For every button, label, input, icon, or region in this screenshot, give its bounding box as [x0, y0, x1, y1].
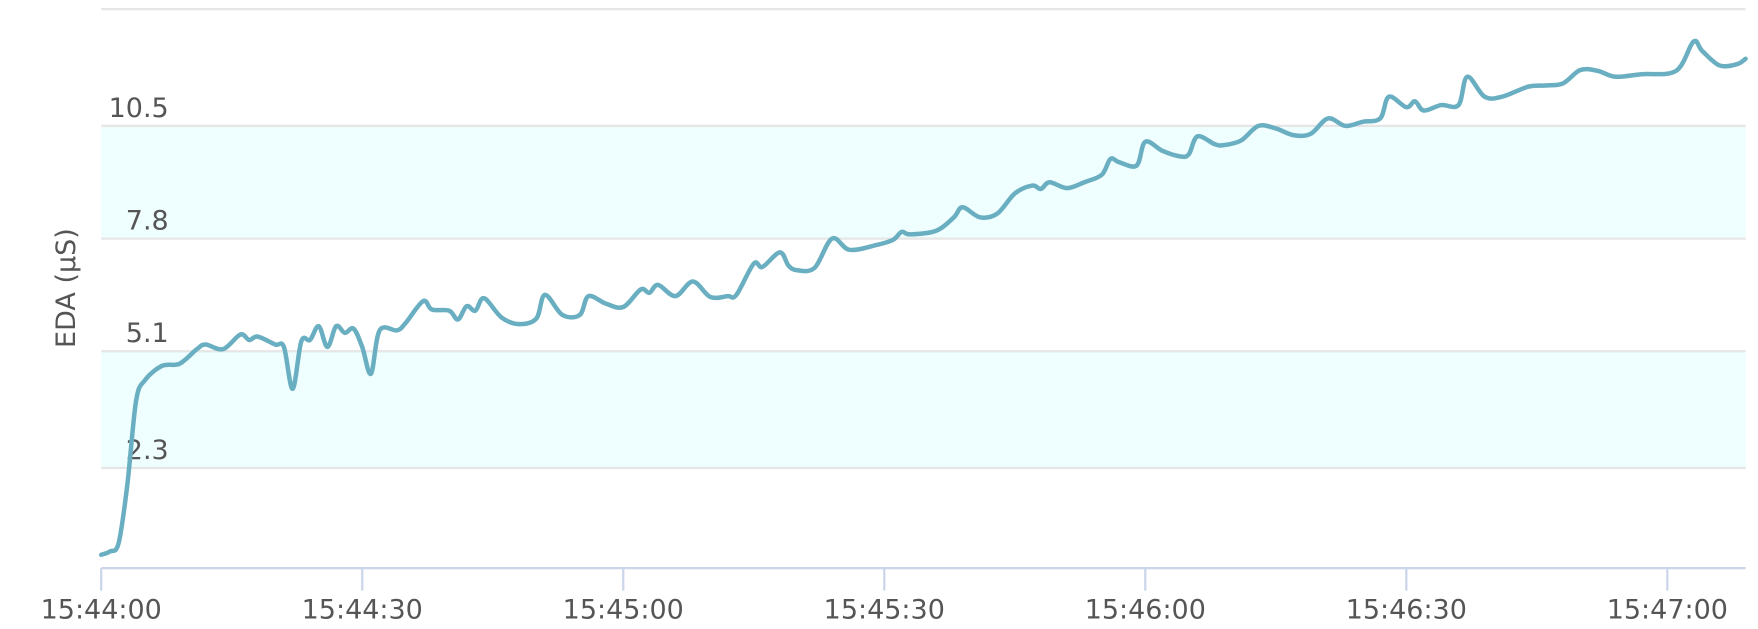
x-tick-label: 15:47:00 — [1607, 595, 1728, 626]
plot-band — [101, 125, 1746, 239]
data-line — [98, 38, 1748, 558]
x-tick-label: 15:44:30 — [302, 595, 423, 626]
x-tick-label: 15:46:30 — [1346, 595, 1467, 626]
plot-band — [101, 351, 1746, 469]
y-axis-title: EDA (µS) — [51, 228, 82, 348]
y-tick-label: 10.5 — [109, 93, 169, 124]
y-tick-label: 7.8 — [126, 206, 169, 237]
y-tick-label: 5.1 — [126, 318, 169, 349]
x-tick-label: 15:45:00 — [563, 595, 684, 626]
x-tick-label: 15:44:00 — [41, 595, 162, 626]
x-tick-label: 15:46:00 — [1085, 595, 1206, 626]
x-tick-label: 15:45:30 — [824, 595, 945, 626]
